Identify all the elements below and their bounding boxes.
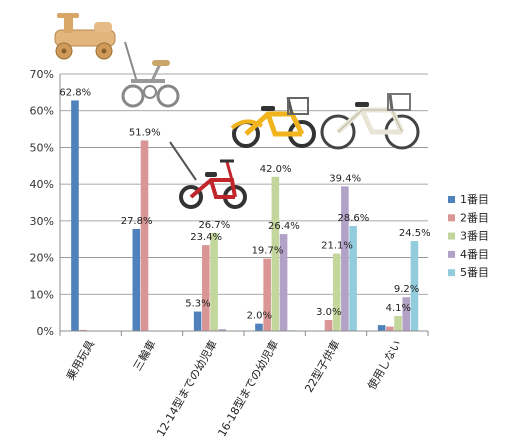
y-tick-label: 50%	[30, 141, 54, 154]
y-tick-label: 60%	[30, 105, 54, 118]
data-label: 19.7%	[252, 246, 284, 257]
bar-2-2	[140, 140, 149, 331]
x-tick-label: 乗用玩具	[64, 338, 97, 383]
bar-4-6	[402, 297, 411, 331]
data-label: 26.4%	[268, 221, 300, 232]
legend-label: 2番目	[460, 211, 489, 224]
data-label: 2.0%	[247, 311, 272, 322]
product-illustrations	[54, 13, 420, 209]
y-axis: 0% 10% 20% 30% 40% 50% 60% 70%	[30, 68, 61, 338]
bar-2-5	[324, 319, 333, 331]
red-toddler-bike-icon	[169, 141, 247, 209]
yellow-kids-bike-icon	[230, 97, 316, 148]
bar-1-1	[71, 100, 79, 331]
wooden-ride-on-toy-icon	[54, 13, 116, 60]
data-label: 23.4%	[190, 232, 222, 243]
legend-swatch	[448, 214, 455, 222]
data-label: 3.0%	[316, 307, 341, 318]
y-tick-label: 40%	[30, 178, 54, 191]
bar-2-3	[202, 245, 210, 331]
legend-swatch	[448, 232, 455, 240]
bar-1-3	[193, 311, 202, 331]
x-tick-label: 使用しない	[365, 338, 404, 392]
data-label: 62.8%	[59, 87, 91, 98]
y-tick-label: 70%	[30, 68, 54, 81]
legend-label: 5番目	[460, 266, 489, 279]
bar-2-6	[386, 326, 394, 331]
bar-2-4	[263, 258, 271, 331]
bar-5-5	[349, 225, 357, 331]
bar-4-3	[218, 329, 227, 331]
bar-1-2	[132, 228, 141, 331]
data-label: 24.5%	[399, 228, 431, 239]
bar-3-5	[332, 253, 341, 331]
data-label: 21.1%	[321, 241, 353, 252]
x-tick-label: 16-18型までの幼児車	[215, 338, 282, 439]
x-tick-label: 22型子供車	[301, 338, 342, 395]
data-label: 27.8%	[121, 216, 153, 227]
bar-1-4	[255, 323, 263, 331]
bar-1-6	[377, 325, 386, 331]
data-label: 42.0%	[260, 164, 292, 175]
data-labels: 62.8% 27.8% 51.9% 5.3% 23.4%26.7% 2.0% 19.7% 42…	[59, 87, 430, 321]
legend-swatch	[448, 250, 455, 258]
data-label: 51.9%	[129, 127, 161, 138]
bars	[71, 100, 419, 331]
x-tick-label: 三輪車	[130, 338, 159, 374]
data-label: 26.7%	[198, 220, 230, 231]
legend-swatch	[448, 196, 455, 203]
bar-4-4	[279, 234, 288, 331]
data-label: 28.6%	[338, 213, 370, 224]
y-tick-label: 20%	[30, 252, 54, 265]
data-label: 39.4%	[329, 173, 361, 184]
tricycle-icon	[121, 41, 180, 108]
legend-label: 1番目	[460, 193, 489, 206]
x-tick-label: 12-14型までの幼児車	[153, 338, 220, 439]
data-label: 5.3%	[185, 299, 210, 310]
bar-4-5	[341, 186, 349, 331]
legend-swatch	[448, 269, 455, 277]
legend-label: 4番目	[460, 248, 489, 261]
bar-5-6	[410, 241, 419, 331]
legend-label: 3番目	[460, 230, 489, 243]
data-label: 9.2%	[394, 284, 419, 295]
y-tick-label: 0%	[37, 325, 54, 338]
data-label: 4.1%	[386, 303, 411, 314]
bar-3-3	[210, 232, 218, 331]
bar-3-4	[271, 176, 280, 331]
y-tick-label: 10%	[30, 288, 54, 301]
bar-2-1	[79, 329, 87, 331]
legend: 1番目 2番目 3番目 4番目 5番目	[448, 193, 489, 279]
white-kids-bike-icon	[320, 93, 420, 150]
bar-3-6	[394, 315, 402, 331]
y-tick-label: 30%	[30, 215, 54, 228]
